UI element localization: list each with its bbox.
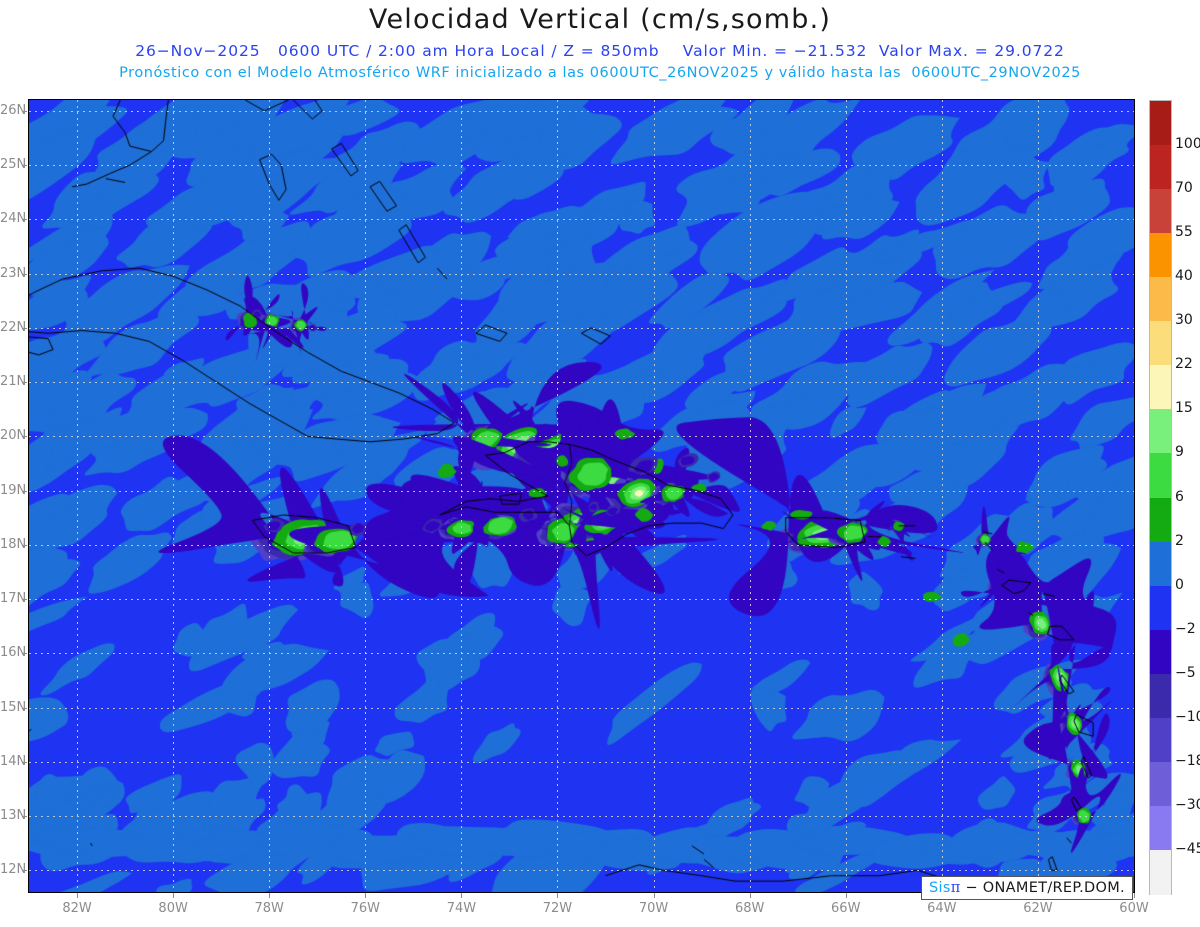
lon-tick-label: 80W bbox=[158, 901, 188, 916]
lon-tick-label: 78W bbox=[254, 901, 284, 916]
lon-tick-mark bbox=[557, 893, 559, 898]
lat-tick-label: 12N bbox=[0, 862, 27, 878]
lat-tick-label: 19N bbox=[0, 482, 27, 498]
colorbar-swatch bbox=[1150, 805, 1171, 851]
colorbar-swatch bbox=[1150, 849, 1171, 895]
colorbar-tick-label: −30 bbox=[1175, 796, 1200, 813]
lat-tick-mark bbox=[22, 327, 27, 329]
lon-tick-mark bbox=[173, 893, 175, 898]
subtitle-run-info: 26−Nov−2025 0600 UTC / 2:00 am Hora Loca… bbox=[135, 42, 1065, 60]
colorbar-swatch bbox=[1150, 321, 1171, 366]
colorbar-swatch bbox=[1150, 497, 1171, 543]
colorbar-tick-label: 40 bbox=[1175, 268, 1193, 285]
pi-icon: π bbox=[950, 880, 961, 896]
lon-tick-label: 76W bbox=[350, 901, 380, 916]
lat-tick-label: 16N bbox=[0, 645, 27, 661]
colorbar-swatch bbox=[1150, 365, 1171, 410]
lon-tick-label: 74W bbox=[446, 901, 477, 916]
lon-tick-mark bbox=[749, 893, 751, 898]
colorbar-swatch bbox=[1150, 585, 1171, 631]
lon-tick-label: 62W bbox=[1023, 901, 1053, 916]
page-title: Velocidad Vertical (cm/s,somb.) bbox=[368, 4, 832, 35]
lon-tick-label: 72W bbox=[542, 901, 573, 916]
lat-tick-label: 22N bbox=[0, 319, 27, 335]
colorbar-swatch bbox=[1150, 541, 1171, 587]
colorbar-swatch bbox=[1150, 277, 1171, 322]
colorbar-tick-label: 30 bbox=[1175, 312, 1193, 329]
lon-tick-label: 60W bbox=[1119, 901, 1149, 916]
colorbar-tick-label: 55 bbox=[1175, 224, 1193, 241]
colorbar-tick-label: −45 bbox=[1175, 840, 1200, 857]
colorbar-tick-label: 22 bbox=[1175, 356, 1193, 373]
lat-tick-mark bbox=[22, 436, 27, 438]
lat-tick-mark bbox=[22, 382, 27, 384]
attribution-prefix: Sis bbox=[929, 880, 951, 896]
colorbar-tick-label: 100 bbox=[1175, 136, 1200, 153]
colorbar-swatch bbox=[1150, 629, 1171, 675]
colorbar-tick-label: −2 bbox=[1175, 620, 1196, 637]
lat-tick-mark bbox=[22, 870, 27, 872]
lat-tick-label: 15N bbox=[0, 699, 27, 715]
lat-tick-label: 18N bbox=[0, 536, 27, 552]
lon-tick-label: 68W bbox=[734, 901, 765, 916]
colorbar-swatch bbox=[1150, 189, 1171, 234]
lat-tick-mark bbox=[22, 273, 27, 275]
colorbar-swatch bbox=[1150, 717, 1171, 763]
lat-tick-mark bbox=[22, 653, 27, 655]
lon-tick-mark bbox=[653, 893, 655, 898]
lat-tick-mark bbox=[22, 110, 27, 112]
lat-tick-label: 24N bbox=[0, 211, 27, 227]
lon-tick-mark bbox=[461, 893, 463, 898]
lon-tick-label: 70W bbox=[638, 901, 669, 916]
lat-tick-mark bbox=[22, 816, 27, 818]
colorbar-tick-label: 70 bbox=[1175, 180, 1193, 197]
colorbar-swatch bbox=[1150, 233, 1171, 278]
attribution-suffix: − ONAMET/REP.DOM. bbox=[965, 880, 1125, 896]
attribution-badge: Sis π − ONAMET/REP.DOM. bbox=[921, 876, 1133, 900]
colorbar-tick-label: −10 bbox=[1175, 708, 1200, 725]
colorbar-tick-label: −5 bbox=[1175, 664, 1196, 681]
colorbar-tick-label: 15 bbox=[1175, 400, 1193, 417]
colorbar-tick-label: 2 bbox=[1175, 532, 1184, 549]
lat-tick-label: 23N bbox=[0, 265, 27, 281]
vertical-velocity-field bbox=[29, 100, 1134, 892]
lat-tick-label: 13N bbox=[0, 808, 27, 824]
lon-tick-mark bbox=[365, 893, 367, 898]
colorbar-tick-label: 6 bbox=[1175, 488, 1184, 505]
gridline-vertical bbox=[1134, 100, 1135, 892]
lon-tick-mark bbox=[1134, 893, 1135, 898]
lat-tick-label: 26N bbox=[0, 102, 27, 118]
colorbar-swatch bbox=[1150, 101, 1171, 146]
lat-tick-mark bbox=[22, 761, 27, 763]
colorbar-tick-label: 9 bbox=[1175, 444, 1184, 461]
lon-tick-mark bbox=[77, 893, 79, 898]
lon-tick-label: 66W bbox=[831, 901, 861, 916]
lon-tick-label: 82W bbox=[62, 901, 92, 916]
lon-tick-mark bbox=[845, 893, 847, 898]
colorbar-tick-label: −18 bbox=[1175, 752, 1200, 769]
lat-tick-mark bbox=[22, 544, 27, 546]
colorbar-swatch bbox=[1150, 409, 1171, 455]
lon-tick-mark bbox=[269, 893, 271, 898]
lat-tick-mark bbox=[22, 707, 27, 709]
colorbar-tick-label: 0 bbox=[1175, 576, 1184, 593]
lat-tick-mark bbox=[22, 490, 27, 492]
subtitle-model-info: Pronóstico con el Modelo Atmosférico WRF… bbox=[119, 65, 1081, 81]
colorbar-swatch bbox=[1150, 145, 1171, 190]
lat-tick-mark bbox=[22, 219, 27, 221]
colorbar-swatch bbox=[1150, 453, 1171, 499]
lat-tick-label: 17N bbox=[0, 591, 27, 607]
lat-tick-label: 25N bbox=[0, 157, 27, 173]
lat-tick-label: 14N bbox=[0, 753, 27, 769]
lon-tick-label: 64W bbox=[927, 901, 957, 916]
colorbar-swatch bbox=[1150, 673, 1171, 719]
lat-tick-mark bbox=[22, 599, 27, 601]
lat-tick-label: 21N bbox=[0, 374, 27, 390]
lat-tick-label: 20N bbox=[0, 428, 27, 444]
map-plot-area[interactable] bbox=[28, 99, 1135, 893]
lat-tick-mark bbox=[22, 165, 27, 167]
colorbar[interactable] bbox=[1149, 100, 1172, 895]
colorbar-swatch bbox=[1150, 761, 1171, 807]
